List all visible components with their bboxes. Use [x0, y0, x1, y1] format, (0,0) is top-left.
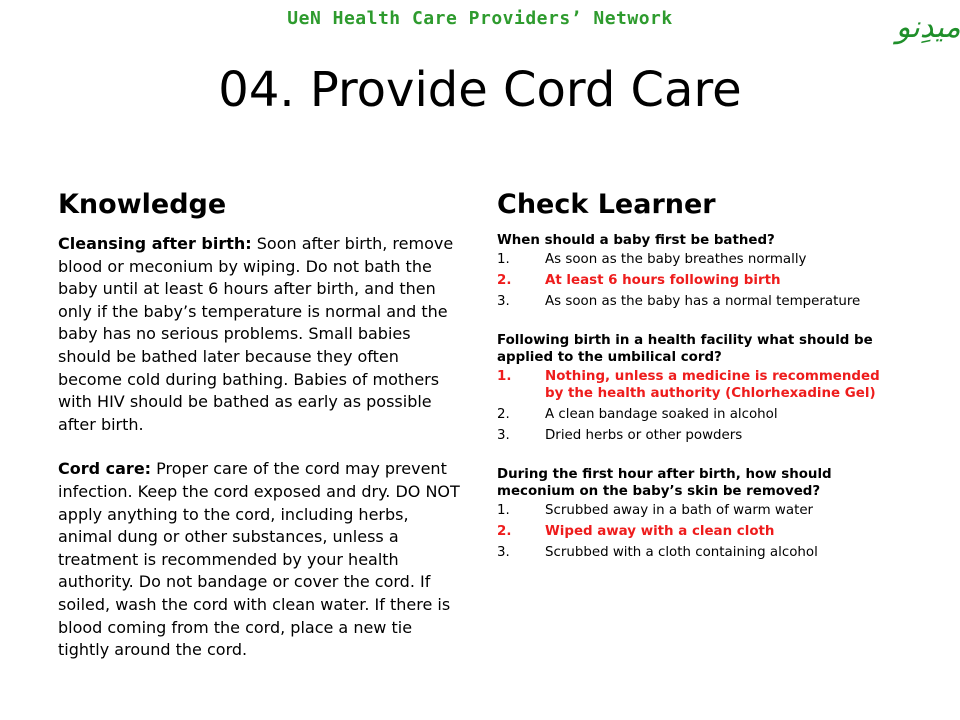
knowledge-section: Cleansing after birth: Soon after birth,…	[58, 233, 463, 662]
option-number: 2.	[497, 524, 512, 539]
option-item-correct: 2. At least 6 hours following birth	[497, 272, 897, 289]
knowledge-paragraph: Cord care: Proper care of the cord may p…	[58, 458, 463, 661]
option-list: 1. Scrubbed away in a bath of warm water …	[497, 502, 897, 561]
option-item-correct: 1. Nothing, unless a medicine is recommen…	[497, 368, 897, 402]
question-text: When should a baby first be bathed?	[497, 233, 775, 248]
question-block: When should a baby first be bathed? 1. As…	[497, 232, 897, 310]
knowledge-paragraph: Cleansing after birth: Soon after birth,…	[58, 233, 463, 436]
knowledge-heading: Knowledge	[58, 189, 227, 220]
paragraph-label: Cord care:	[58, 459, 152, 479]
slide-title: 04. Provide Cord Care	[218, 62, 742, 118]
option-text: As soon as the baby has a normal tempera…	[545, 294, 861, 309]
option-list: 1. As soon as the baby breathes normally …	[497, 251, 897, 310]
question-text: During the first hour after birth, how s…	[497, 467, 832, 499]
check-learner-heading: Check Learner	[497, 189, 716, 220]
option-text: As soon as the baby breathes normally	[545, 252, 807, 267]
question-block: Following birth in a health facility wha…	[497, 332, 897, 444]
option-text: Wiped away with a clean cloth	[545, 524, 775, 539]
option-item: 3. As soon as the baby has a normal tempe…	[497, 293, 897, 310]
option-number: 3.	[497, 428, 510, 443]
umeed-e-nau-logo: اُمیدِنو	[896, 10, 960, 45]
option-number: 1.	[497, 503, 510, 518]
option-text: Dried herbs or other powders	[545, 428, 743, 443]
question-text: Following birth in a health facility wha…	[497, 333, 873, 365]
option-number: 1.	[497, 369, 512, 384]
option-text: Nothing, unless a medicine is recommende…	[545, 369, 880, 401]
option-item: 2. A clean bandage soaked in alcohol	[497, 406, 897, 423]
option-text: Scrubbed away in a bath of warm water	[545, 503, 814, 518]
option-text: A clean bandage soaked in alcohol	[545, 407, 778, 422]
option-number: 2.	[497, 273, 512, 288]
option-text: At least 6 hours following birth	[545, 273, 781, 288]
option-list: 1. Nothing, unless a medicine is recommen…	[497, 368, 897, 444]
option-number: 2.	[497, 407, 510, 422]
option-number: 3.	[497, 545, 510, 560]
option-number: 1.	[497, 252, 510, 267]
option-text: Scrubbed with a cloth containing alcohol	[545, 545, 818, 560]
option-item: 1. As soon as the baby breathes normally	[497, 251, 897, 268]
paragraph-text: Soon after birth, remove blood or meconi…	[58, 234, 454, 434]
quiz-section: When should a baby first be bathed? 1. As…	[497, 232, 897, 565]
option-item: 1. Scrubbed away in a bath of warm water	[497, 502, 897, 519]
option-number: 3.	[497, 294, 510, 309]
paragraph-text: Proper care of the cord may prevent infe…	[58, 459, 460, 660]
question-block: During the first hour after birth, how s…	[497, 466, 897, 561]
option-item-correct: 2. Wiped away with a clean cloth	[497, 523, 897, 540]
option-item: 3. Dried herbs or other powders	[497, 427, 897, 444]
option-item: 3. Scrubbed with a cloth containing alcoh…	[497, 544, 897, 561]
paragraph-label: Cleansing after birth:	[58, 234, 252, 253]
network-name: UeN Health Care Providers’ Network	[287, 8, 673, 29]
